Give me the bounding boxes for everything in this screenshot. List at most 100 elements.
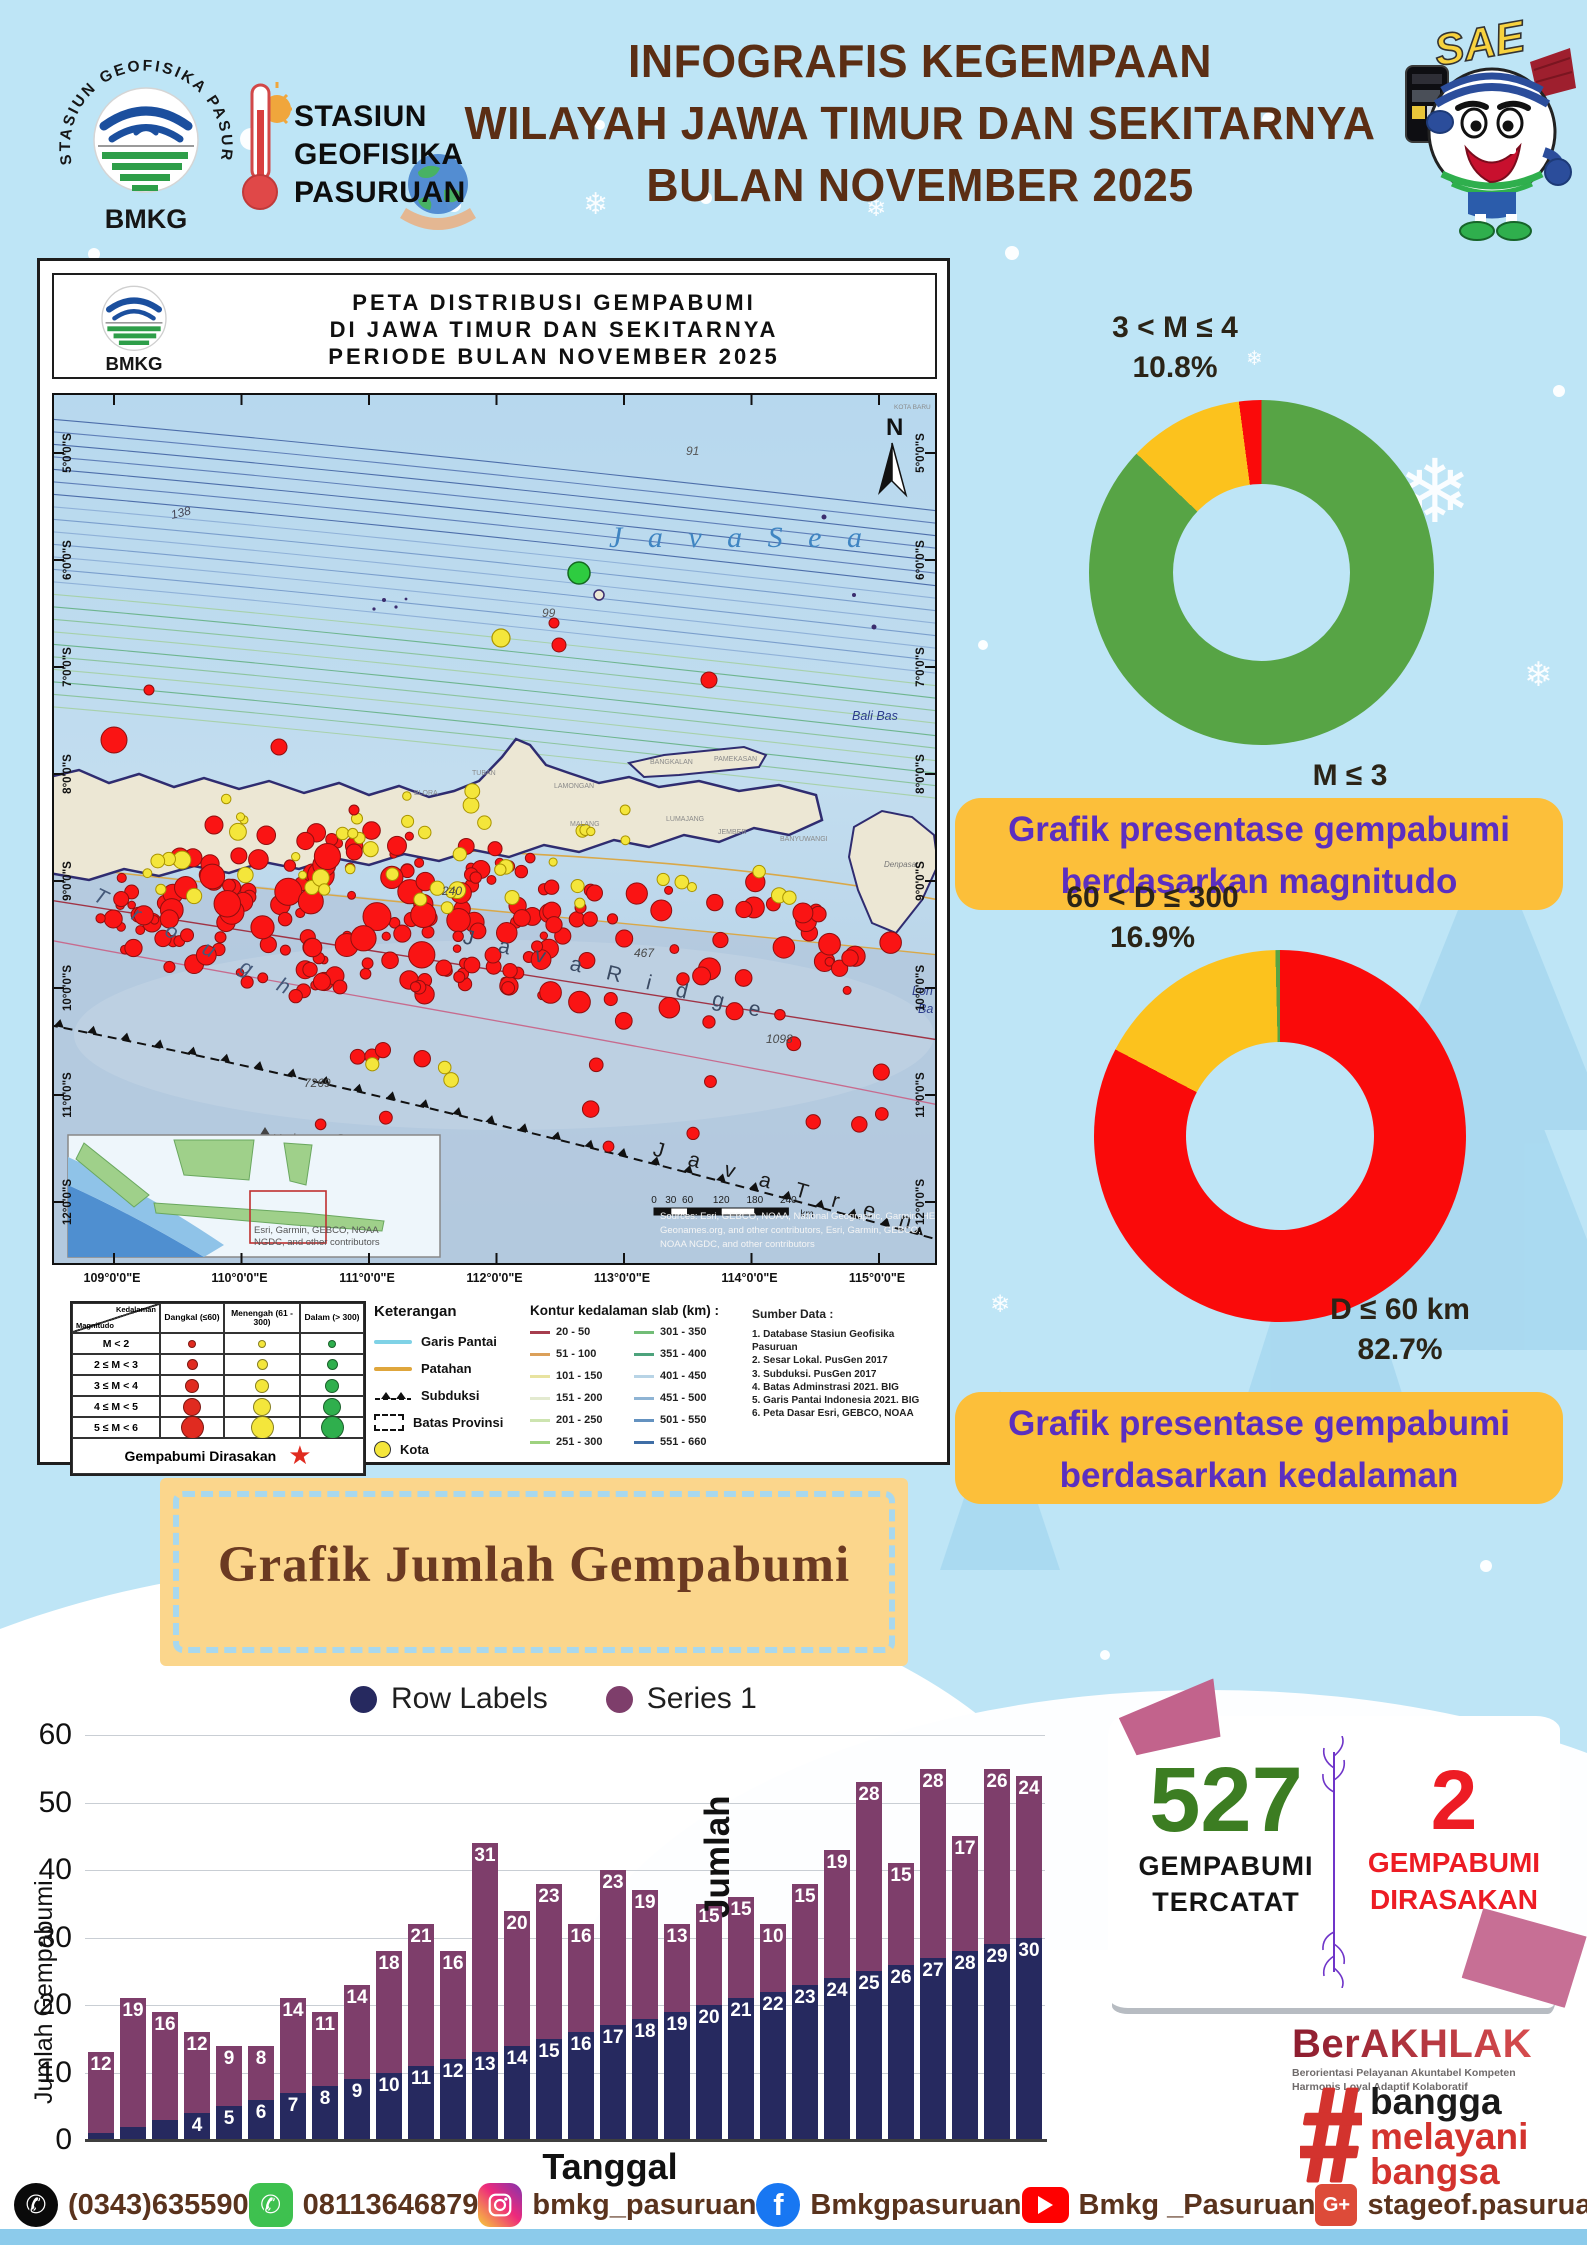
bottom-band (0, 2229, 1587, 2245)
series1-value-label: 12 (90, 2054, 112, 2076)
earthquake-dots (95, 783, 902, 1153)
row-label-value: 16 (570, 2034, 592, 2055)
city-swatch (374, 1441, 391, 1458)
gridline (85, 1735, 1045, 1736)
contact-instagram[interactable]: bmkg_pasuruan (478, 2183, 756, 2227)
kontur-item: 201 - 250 (530, 1414, 634, 1426)
row-label-value: 15 (538, 2040, 560, 2062)
contact-phone[interactable]: ✆ (0343)635590 (14, 2183, 249, 2227)
stacked-bar-day-14: 20 14 (504, 1910, 530, 2140)
matrix-dot-cell (300, 1333, 364, 1354)
snow-dot (978, 640, 988, 650)
y-tick-label: 40 (38, 1853, 72, 1886)
phone-icon: ✆ (14, 2183, 58, 2227)
series1-value-label: 14 (346, 1986, 368, 2008)
row-label-value: 23 (794, 1986, 816, 2008)
caption-depth: Grafik presentase gempabumi berdasarkan k… (955, 1392, 1563, 1504)
snow-dot (1553, 385, 1565, 397)
inner-axis-label: Jumlah (698, 1795, 737, 1918)
thermometer-icon (242, 82, 292, 210)
bar-chart-title-box: Grafik Jumlah Gempabumi (160, 1478, 908, 1666)
felt-quakes-stat: 2 GEMPABUMI DIRASAKAN (1367, 1753, 1541, 1915)
matrix-dot-cell (160, 1375, 224, 1396)
gridline (85, 1870, 1045, 1871)
stacked-bar-day-30: 24 30 (1016, 1775, 1042, 2140)
stacked-bar-day-8: 11 8 (312, 2011, 338, 2140)
stacked-bar-day-3: 16 (152, 2011, 178, 2140)
stacked-bar-day-23: 15 23 (792, 1883, 818, 2140)
snow-dot (1005, 246, 1019, 260)
matrix-dot-cell (300, 1416, 364, 1439)
x-axis-line (85, 2139, 1047, 2142)
kontur-item: 351 - 400 (634, 1348, 738, 1360)
svg-text:SAE: SAE (1431, 11, 1530, 75)
row-label-value: 22 (762, 1993, 784, 2015)
y-tick-label: 0 (55, 2123, 72, 2156)
series1-value-label: 10 (762, 1926, 784, 1947)
series1-value-label: 28 (858, 1784, 880, 1806)
row-label-value: 25 (858, 1973, 880, 1995)
lat-tick-label: 8°0'0"S (62, 754, 74, 794)
facebook-icon: f (756, 2183, 801, 2227)
contact-youtube[interactable]: Bmkg _Pasuruan (1021, 2187, 1315, 2223)
row-label-value: 4 (191, 2115, 203, 2136)
svg-text:J a v a S e a: J a v a S e a (609, 521, 871, 554)
donut-magnitude-label-mid: 3 < M ≤ 4 10.8% (1112, 311, 1238, 384)
map-legend: Kedalaman Magnitudo Dangkal (≤60) Menengah … (52, 1301, 937, 1476)
y-tick-label: 20 (38, 1988, 72, 2021)
lat-tick-label: 10°0'0"S (915, 964, 927, 1012)
matrix-dot-cell (160, 1396, 224, 1417)
matrix-dot-cell (300, 1375, 364, 1396)
keterangan-item: Patahan (374, 1355, 524, 1382)
stacked-bar-day-12: 16 12 (440, 1951, 466, 2140)
legend-dot-row-labels (350, 1685, 377, 1713)
svg-text:Geonames.org, and other contri: Geonames.org, and other contributors, Es… (660, 1225, 921, 1236)
y-axis-title: Jumlah Gempabumi (30, 1880, 58, 2104)
gridline (85, 1937, 1045, 1939)
contact-whatsapp[interactable]: ✆ 08113646879 (248, 2183, 478, 2227)
gridline (85, 2005, 1045, 2006)
series1-value-label: 14 (282, 2000, 304, 2022)
row-label-value: 21 (730, 2000, 752, 2022)
map-title-bar: BMKG PETA DISTRIBUSI GEMPABUMI DI JAWA T… (52, 273, 937, 379)
svg-text:60: 60 (682, 1195, 694, 1206)
svg-text:0: 0 (651, 1195, 657, 1206)
x-axis-title: Tanggal (542, 2146, 678, 2187)
legend-keterangan: Keterangan Garis Pantai Patahan Subduksi Ba… (374, 1303, 524, 1463)
magnitude-depth-matrix: Kedalaman Magnitudo Dangkal (≤60) Menengah … (70, 1301, 366, 1476)
series1-value-label: 15 (730, 1899, 752, 1920)
lat-tick-label: 12°0'0"S (62, 1178, 74, 1226)
contact-facebook[interactable]: f Bmkgpasuruan (756, 2183, 1022, 2227)
stacked-bar-day-25: 28 25 (856, 1782, 882, 2140)
series1-value-label: 20 (506, 1912, 528, 1934)
contact-gplus[interactable]: G+stageof.pasuruan@bmkg.go.id (1315, 2184, 1587, 2226)
matrix-dot-cell (160, 1354, 224, 1375)
snowflake-icon: ❄ (990, 1290, 1011, 1318)
bar-chart-legend: Row Labels Series 1 (350, 1682, 757, 1716)
matrix-column-header: Dalam (> 300) (300, 1303, 364, 1333)
subduction-line (54, 1024, 935, 1240)
donut-chart-magnitude (1089, 400, 1434, 745)
recorded-quakes-stat: 527 GEMPABUMI TERCATAT (1138, 1749, 1314, 1917)
legend-kontur: Kontur kedalaman slab (km) : 20 - 50 51 -… (530, 1303, 742, 1448)
hashtag-icon (1300, 2087, 1362, 2183)
row-label-value: 28 (954, 1953, 976, 1974)
bangga-melayani-bangsa-logo: bangga melayani bangsa (1300, 2083, 1528, 2190)
stacked-bar-day-1: 12 (88, 2052, 114, 2140)
row-label-value: 9 (351, 2081, 363, 2103)
series1-value-label: 16 (154, 2013, 176, 2035)
snow-dot (1100, 1650, 1110, 1660)
row-label-value: 6 (255, 2101, 267, 2123)
donut-depth-label-main: D ≤ 60 km 82.7% (1330, 1293, 1470, 1366)
lat-tick-label: 11°0'0"S (915, 1072, 927, 1118)
svg-text:KOTA BARU: KOTA BARU (894, 404, 931, 411)
row-label-value: 14 (506, 2047, 528, 2069)
series1-value-label: 15 (698, 1905, 720, 1927)
stacked-bar-day-16: 16 16 (568, 1924, 594, 2140)
y-tick-label: 60 (38, 1718, 72, 1751)
svg-text:NGDC, and other contributors: NGDC, and other contributors (254, 1237, 380, 1248)
stacked-bars: 12 19 16 12 4 9 5 8 6 14 7 11 8 14 9 18 10 21 11 16 12 31 13 20… (85, 1735, 1045, 2140)
matrix-row-label: 2 ≤ M < 3 (72, 1354, 160, 1375)
stacked-bar-day-20: 15 20 (696, 1903, 722, 2140)
